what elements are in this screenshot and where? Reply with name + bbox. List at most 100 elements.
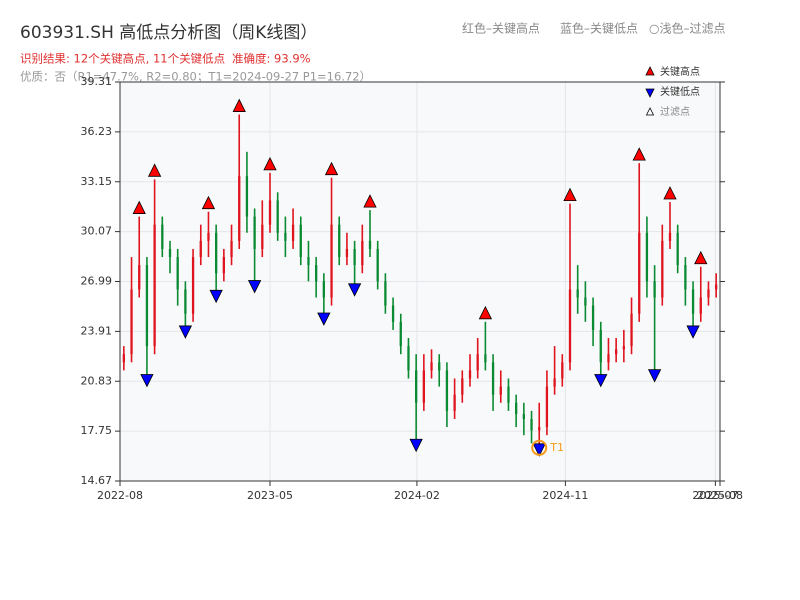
candle-body xyxy=(238,176,241,241)
candle-body xyxy=(253,216,256,249)
candle-body xyxy=(307,257,310,266)
candle-body xyxy=(284,232,287,241)
candle-body xyxy=(522,414,525,419)
x-tick-label: 2024-02 xyxy=(394,489,440,502)
candle-body xyxy=(561,362,564,379)
candle-body xyxy=(415,370,418,403)
result-text: 识别结果: 12个关键高点, 11个关键低点 xyxy=(20,52,225,66)
candle-body xyxy=(607,354,610,363)
candle-body xyxy=(507,386,510,403)
candle-body xyxy=(161,224,164,249)
key-high-marker xyxy=(563,187,577,202)
candle-body xyxy=(345,248,349,258)
x-tick-label: 2022-08 xyxy=(97,489,143,502)
candle-body xyxy=(376,248,379,282)
candle-body xyxy=(445,370,449,411)
candle-body xyxy=(515,402,518,415)
key-low-marker xyxy=(686,325,700,339)
key-low-marker xyxy=(140,374,154,388)
annotation-label: T1 xyxy=(549,441,564,454)
candle-body xyxy=(622,346,625,350)
y-tick-label: 36.23 xyxy=(81,125,113,138)
candle-body xyxy=(361,240,364,266)
y-tick-label: 17.75 xyxy=(81,424,113,437)
candle-body xyxy=(222,257,225,274)
header-legend: 红色–关键高点 xyxy=(462,21,540,36)
candle-body xyxy=(715,284,718,290)
candle-body xyxy=(599,329,602,363)
legend-label: 过滤点 xyxy=(660,105,690,118)
candle-body xyxy=(199,240,202,258)
candle-body xyxy=(461,378,464,395)
candle-body xyxy=(538,427,541,431)
candle-body xyxy=(530,418,533,431)
key-low-marker xyxy=(209,289,223,304)
candle-body xyxy=(368,240,372,249)
candle-body xyxy=(338,224,341,258)
key-low-marker xyxy=(347,283,362,297)
quality-text: 优质：否（R1=47.7%, R2=0.80；T1=2024-09-27 P1=… xyxy=(20,70,371,84)
candle-body xyxy=(207,232,210,241)
key-low-marker xyxy=(594,374,608,388)
candle-body xyxy=(145,265,149,347)
y-tick-label: 14.67 xyxy=(81,474,113,487)
candle-body xyxy=(276,200,279,233)
candle-body xyxy=(130,289,133,355)
x-tick-label: 2024-11 xyxy=(542,489,588,502)
candle-body xyxy=(315,265,318,282)
x-tick-label: 2025-08 xyxy=(697,489,743,502)
candle-body xyxy=(568,289,572,363)
y-tick-label: 39.31 xyxy=(81,75,113,88)
candle-body xyxy=(430,362,433,371)
candle-body xyxy=(453,394,456,411)
key-high-marker xyxy=(632,147,646,161)
key-low-marker xyxy=(247,280,262,294)
candle-body xyxy=(245,176,249,217)
candle-body xyxy=(545,386,549,428)
candle-body xyxy=(584,297,587,306)
candle-body xyxy=(353,248,356,266)
key-high-marker xyxy=(201,195,216,210)
candle-body xyxy=(576,289,579,298)
key-high-marker xyxy=(147,163,162,177)
y-tick-label: 26.99 xyxy=(81,275,113,288)
candle-body xyxy=(330,224,333,298)
key-low-marker xyxy=(532,443,546,457)
candle-body xyxy=(176,257,179,290)
key-high-marker xyxy=(694,250,708,265)
candle-body xyxy=(591,305,595,330)
candle-body xyxy=(261,224,264,249)
key-high-marker xyxy=(132,200,146,214)
candle-body xyxy=(291,224,295,241)
candle-body xyxy=(268,200,272,225)
candle-body xyxy=(399,321,402,347)
accuracy-text: 准确度: 93.9% xyxy=(232,52,311,66)
candle-body xyxy=(653,281,656,298)
candle-body xyxy=(422,370,425,403)
candle-body xyxy=(484,354,487,363)
candle-body xyxy=(391,305,395,322)
candle-body xyxy=(407,346,410,371)
key-low-marker xyxy=(178,325,193,339)
y-tick-label: 30.07 xyxy=(81,225,113,238)
candle-body xyxy=(215,232,218,274)
legend-marker xyxy=(645,107,655,116)
key-high-marker xyxy=(478,305,493,320)
candle-body xyxy=(138,265,141,290)
legend-label: 关键高点 xyxy=(660,65,700,78)
x-tick-label: 2023-05 xyxy=(247,489,293,502)
key-high-marker xyxy=(232,98,246,112)
key-high-marker xyxy=(663,186,677,200)
candle-body xyxy=(153,224,156,347)
key-low-marker xyxy=(317,312,331,326)
candle-body xyxy=(645,232,649,282)
key-high-marker xyxy=(363,194,377,208)
candle-body xyxy=(191,257,195,314)
candle-body xyxy=(661,240,664,298)
header-legend: ○浅色–过滤点 xyxy=(649,22,725,36)
candle-body xyxy=(630,313,633,347)
plot-frame xyxy=(119,81,721,482)
legend-marker xyxy=(645,88,655,98)
candle-body xyxy=(684,265,687,290)
key-high-marker xyxy=(263,156,277,171)
